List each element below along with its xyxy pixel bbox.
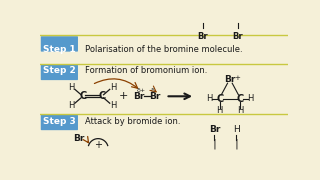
Text: C: C bbox=[216, 94, 223, 104]
Text: Step 3: Step 3 bbox=[43, 117, 76, 126]
Text: +: + bbox=[119, 91, 128, 101]
Text: H: H bbox=[217, 106, 223, 115]
Text: Br: Br bbox=[133, 92, 145, 101]
Text: H: H bbox=[110, 83, 116, 92]
Text: H: H bbox=[68, 101, 75, 110]
Text: H: H bbox=[68, 83, 75, 92]
Text: δ+: δ+ bbox=[136, 88, 145, 93]
FancyBboxPatch shape bbox=[41, 115, 78, 130]
Text: +: + bbox=[234, 75, 240, 81]
Text: H: H bbox=[110, 101, 116, 110]
Text: Br: Br bbox=[149, 92, 160, 101]
Text: Step 2: Step 2 bbox=[43, 66, 76, 75]
FancyBboxPatch shape bbox=[41, 65, 78, 80]
Text: Attack by bromide ion.: Attack by bromide ion. bbox=[85, 117, 180, 126]
Text: C: C bbox=[79, 91, 86, 101]
Text: C: C bbox=[98, 91, 106, 101]
Text: C: C bbox=[236, 94, 244, 104]
Text: Br: Br bbox=[232, 32, 243, 41]
Text: H: H bbox=[237, 106, 243, 115]
Text: H: H bbox=[233, 125, 239, 134]
Text: Polarisation of the bromine molecule.: Polarisation of the bromine molecule. bbox=[85, 45, 243, 54]
Text: δ-: δ- bbox=[151, 88, 157, 93]
Text: |: | bbox=[212, 138, 217, 148]
FancyBboxPatch shape bbox=[41, 36, 78, 52]
Text: Br: Br bbox=[209, 125, 220, 134]
Text: H: H bbox=[248, 94, 254, 103]
Text: Br: Br bbox=[73, 134, 84, 143]
Text: H: H bbox=[206, 94, 212, 103]
Text: Step 1: Step 1 bbox=[43, 45, 76, 54]
Text: Br: Br bbox=[224, 75, 236, 84]
Text: +: + bbox=[94, 140, 102, 150]
Text: |: | bbox=[233, 138, 239, 148]
Text: Br: Br bbox=[197, 32, 208, 41]
Text: Formation of bromonium ion.: Formation of bromonium ion. bbox=[85, 66, 207, 75]
